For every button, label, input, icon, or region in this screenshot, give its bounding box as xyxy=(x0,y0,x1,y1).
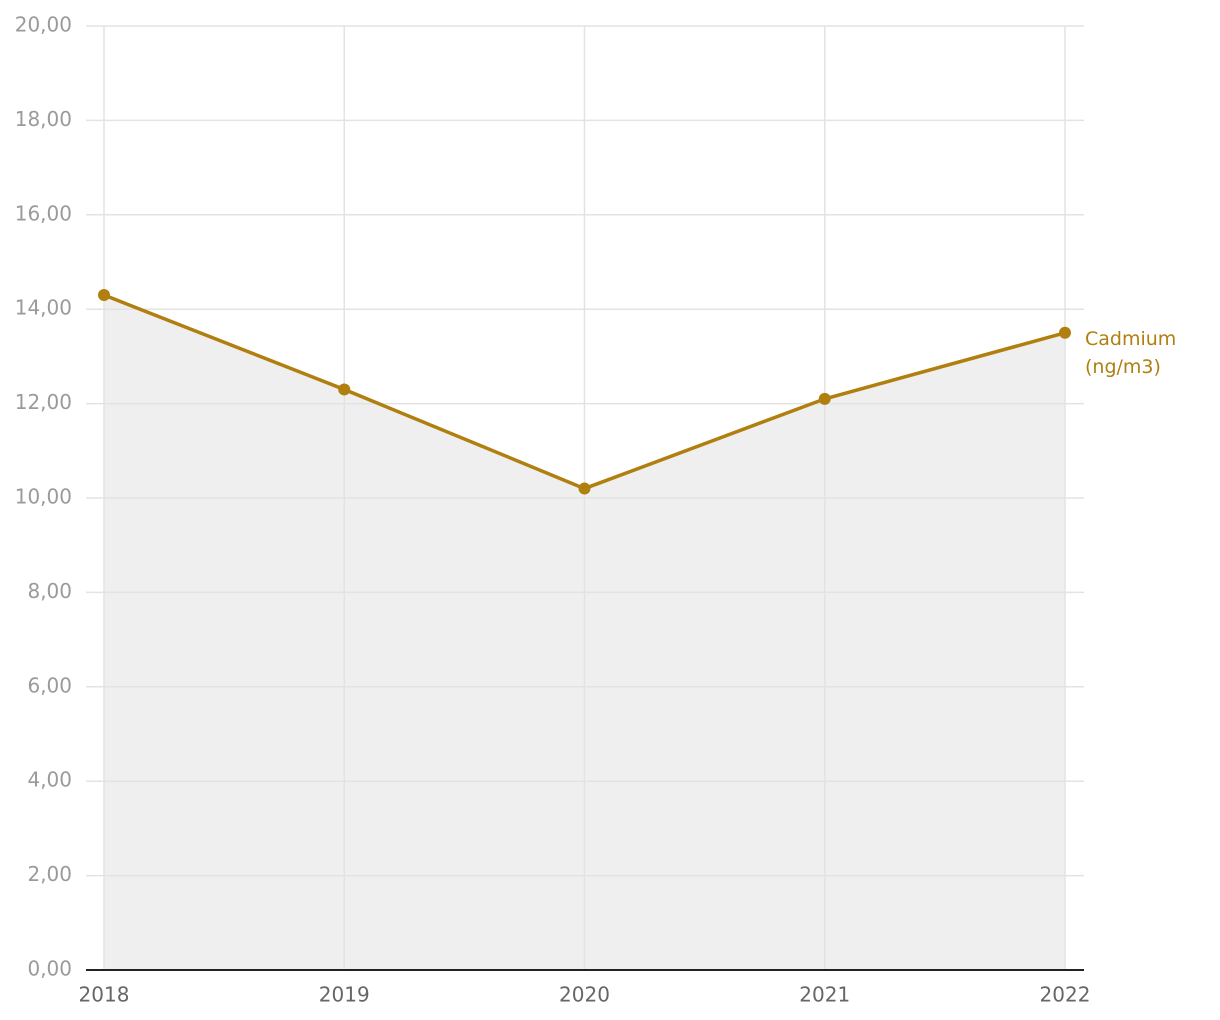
x-tick-label: 2020 xyxy=(559,983,610,1007)
series-label: Cadmium (ng/m3) xyxy=(1085,328,1177,378)
point xyxy=(1059,326,1071,339)
y-tick-label: 20,00 xyxy=(15,13,72,37)
y-tick-label: 4,00 xyxy=(27,768,72,792)
x-tick-label: 2022 xyxy=(1040,983,1091,1007)
y-tick-label: 10,00 xyxy=(15,485,72,509)
y-tick-label: 12,00 xyxy=(15,390,72,414)
y-tick-label: 2,00 xyxy=(27,862,72,886)
y-tick-label: 14,00 xyxy=(15,296,72,320)
y-tick-label: 18,00 xyxy=(15,107,72,131)
point xyxy=(98,289,110,302)
point xyxy=(338,383,351,396)
point xyxy=(578,482,591,495)
x-tick-label: 2021 xyxy=(799,983,850,1007)
x-tick-label: 2019 xyxy=(319,983,370,1007)
x-tick-label: 2018 xyxy=(79,983,130,1007)
y-tick-label: 0,00 xyxy=(27,957,72,981)
y-tick-label: 8,00 xyxy=(27,579,72,603)
y-tick-label: 6,00 xyxy=(27,673,72,697)
point xyxy=(818,392,831,405)
y-tick-label: 16,00 xyxy=(15,201,72,225)
